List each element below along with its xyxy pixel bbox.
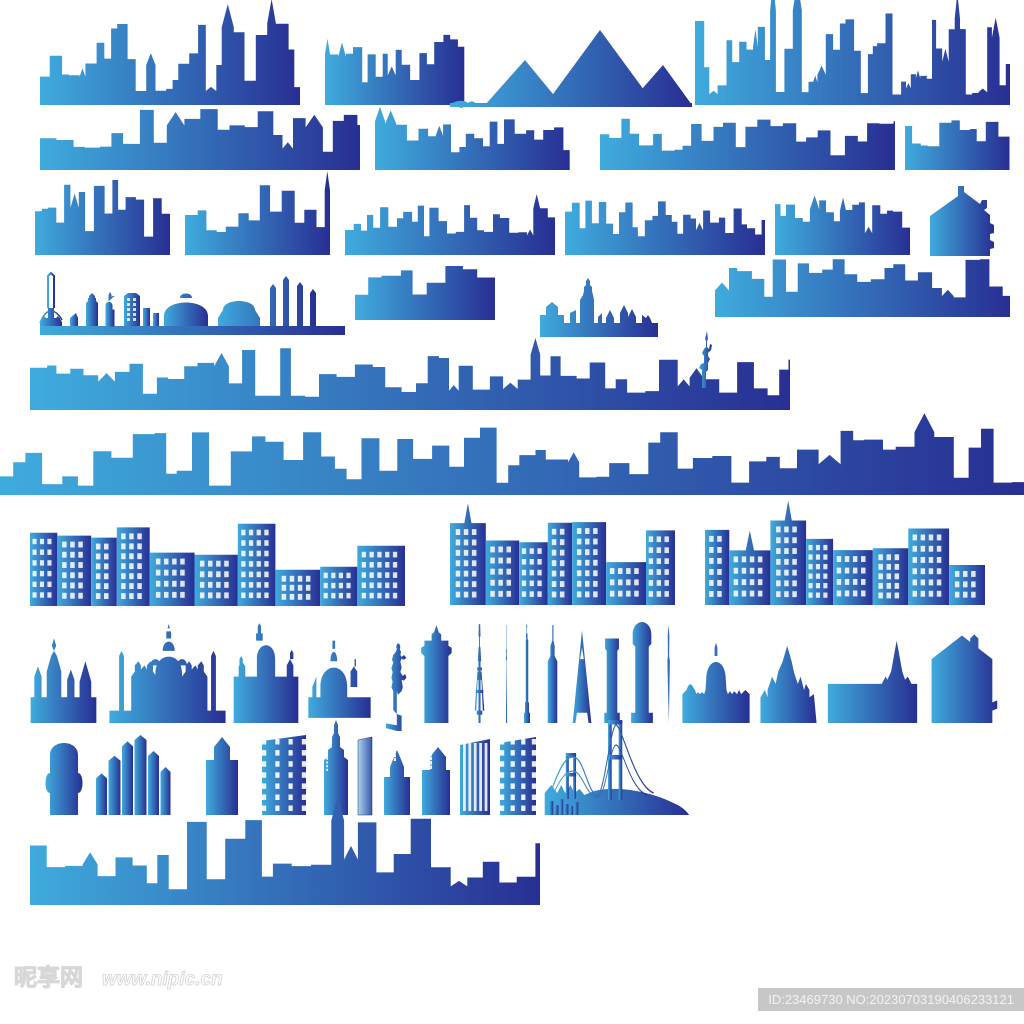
svg-text:昵享网: 昵享网: [14, 964, 83, 990]
svg-text:www.nipic.cn: www.nipic.cn: [102, 969, 223, 990]
